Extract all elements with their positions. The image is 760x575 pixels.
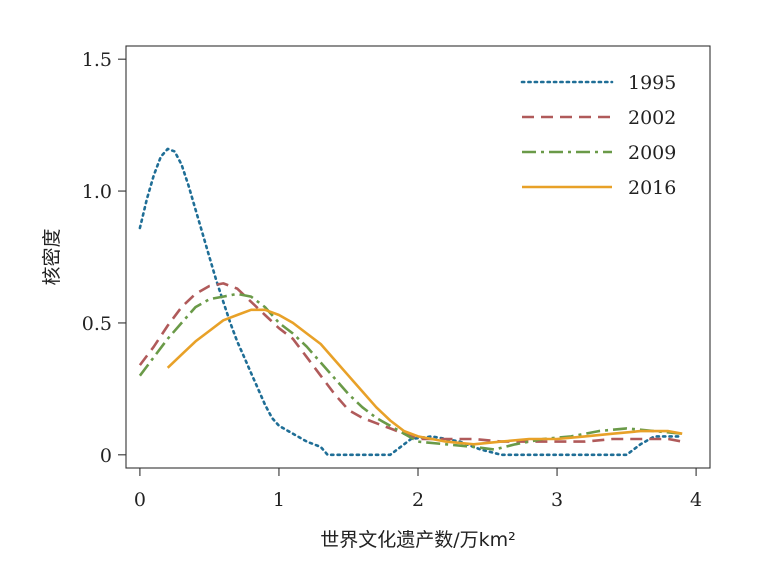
series-layer (138, 147, 684, 457)
legend-label-2016: 2016 (628, 177, 676, 199)
x-tick-label-2: 2 (412, 489, 424, 511)
y-tick-label-2: 1.0 (82, 181, 112, 203)
legend-label-2002: 2002 (628, 107, 676, 129)
x-tick-label-4: 4 (690, 489, 702, 511)
x-tick-label-1: 1 (273, 489, 285, 511)
y-axis-title: 核密度 (41, 228, 63, 285)
x-axis-title: 世界文化遗产数/万km² (320, 529, 516, 551)
y-tick-label-0: 0 (100, 445, 112, 467)
x-tick-label-3: 3 (551, 489, 563, 511)
series-line-2016 (166, 308, 683, 446)
plot-frame (125, 45, 711, 469)
x-tick-label-0: 0 (134, 489, 146, 511)
x-axis: 0 1 2 3 4 (134, 468, 702, 511)
legend-label-2009: 2009 (628, 142, 676, 164)
y-tick-label-3: 1.5 (82, 49, 112, 71)
legend-label-1995: 1995 (628, 72, 676, 94)
series-line-2002 (138, 282, 683, 443)
series-line-2009 (138, 292, 683, 451)
y-axis: 0 0.5 1.0 1.5 (82, 49, 126, 467)
y-tick-label-1: 0.5 (82, 313, 112, 335)
series-line-1995 (138, 147, 684, 457)
legend: 1995 2002 2009 2016 (520, 72, 676, 199)
